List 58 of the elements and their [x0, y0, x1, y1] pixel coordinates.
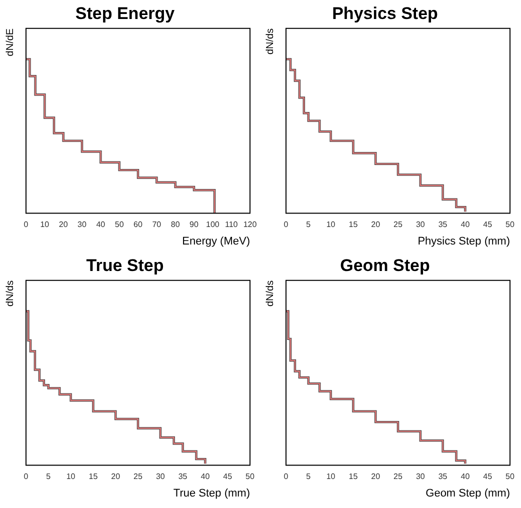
chart-title: True Step [86, 256, 164, 275]
x-tick-label: 110 [224, 220, 238, 230]
chart-title: Step Energy [75, 4, 176, 23]
x-tick-label: 45 [483, 472, 493, 482]
x-tick-label: 35 [438, 220, 448, 230]
x-tick-label: 30 [78, 220, 87, 230]
x-tick-label: 0 [284, 472, 289, 482]
x-tick-label: 50 [506, 472, 515, 482]
chart-title: Physics Step [332, 4, 438, 23]
x-axis-title: True Step (mm) [173, 487, 250, 500]
x-tick-label: 35 [438, 472, 448, 482]
x-tick-label: 5 [46, 472, 52, 482]
x-tick-label: 30 [416, 220, 426, 230]
x-tick-label: 10 [326, 472, 336, 482]
x-tick-label: 100 [206, 220, 220, 230]
x-tick-label: 40 [200, 472, 210, 482]
x-axis-title: Physics Step (mm) [418, 235, 510, 248]
x-tick-label: 35 [178, 472, 188, 482]
x-tick-label: 0 [24, 220, 29, 230]
x-tick-label: 20 [58, 220, 68, 230]
x-tick-label: 5 [306, 220, 312, 230]
x-tick-label: 50 [246, 472, 255, 482]
x-tick-label: 120 [243, 220, 258, 230]
x-tick-label: 10 [326, 220, 336, 230]
x-tick-label: 25 [394, 220, 403, 230]
x-tick-label: 20 [111, 472, 121, 482]
x-tick-label: 30 [416, 472, 426, 482]
x-tick-label: 30 [156, 472, 166, 482]
x-tick-label: 10 [66, 472, 76, 482]
x-tick-label: 15 [348, 472, 358, 482]
x-tick-label: 60 [134, 220, 143, 230]
x-tick-label: 15 [88, 472, 98, 482]
y-axis-title: dN/ds [264, 280, 276, 307]
x-tick-label: 45 [223, 472, 233, 482]
x-tick-label: 40 [460, 220, 470, 230]
x-tick-label: 0 [24, 472, 29, 482]
x-tick-label: 80 [170, 220, 180, 230]
y-axis-title: dN/ds [4, 280, 16, 307]
x-tick-label: 20 [371, 472, 381, 482]
x-tick-label: 40 [96, 220, 106, 230]
x-tick-label: 50 [114, 220, 124, 230]
x-tick-label: 20 [371, 220, 381, 230]
x-tick-label: 5 [306, 472, 312, 482]
chart-title: Geom Step [340, 256, 430, 275]
x-tick-label: 90 [190, 220, 199, 230]
x-tick-label: 40 [460, 472, 470, 482]
x-tick-label: 15 [348, 220, 358, 230]
x-tick-label: 0 [284, 220, 289, 230]
x-tick-label: 45 [483, 220, 493, 230]
x-tick-label: 25 [394, 472, 403, 482]
x-axis-title: Energy (MeV) [182, 235, 250, 248]
x-tick-label: 50 [506, 220, 515, 230]
y-axis-title: dN/ds [264, 28, 276, 55]
y-axis-title: dN/dE [4, 28, 16, 56]
x-tick-label: 25 [134, 472, 143, 482]
x-tick-label: 10 [40, 220, 50, 230]
x-tick-label: 70 [152, 220, 162, 230]
x-axis-title: Geom Step (mm) [426, 487, 510, 500]
